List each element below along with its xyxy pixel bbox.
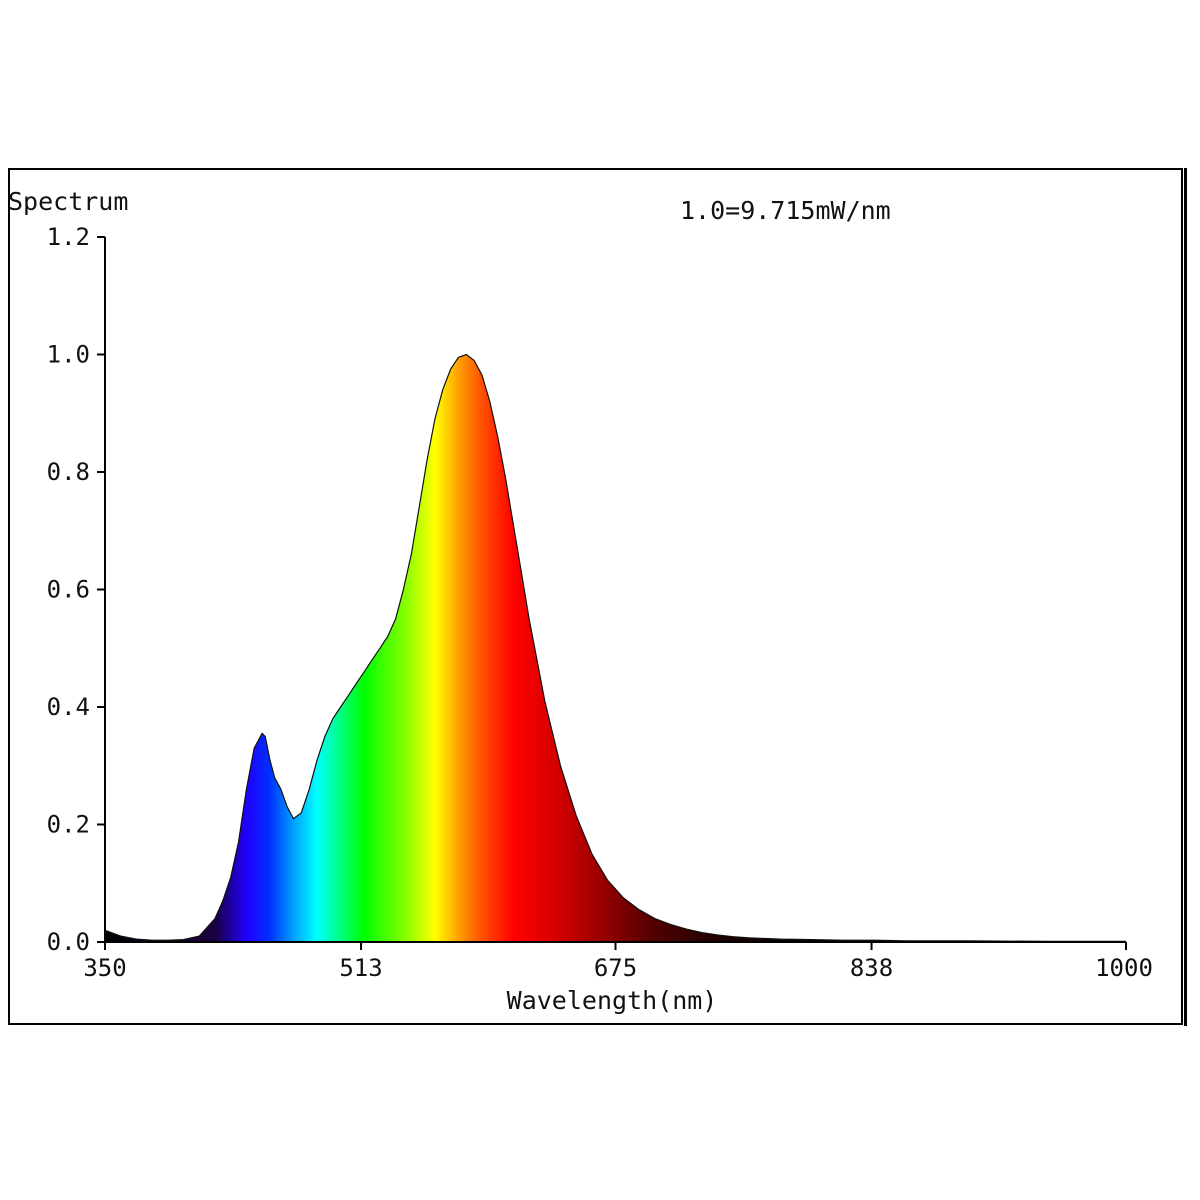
x-tick-label: 1000 xyxy=(1095,954,1153,982)
spectrum-outline xyxy=(104,353,1126,942)
y-tick-label: 0.8 xyxy=(47,458,90,486)
y-tick-label: 1.2 xyxy=(47,223,90,251)
right-border-rule xyxy=(1184,168,1187,1026)
x-tick-label: 513 xyxy=(339,954,382,982)
x-tick-label: 675 xyxy=(594,954,637,982)
annotation-scale: 1.0=9.715mW/nm xyxy=(680,196,891,225)
x-axis-title: Wavelength(nm) xyxy=(507,986,718,1015)
y-tick-label: 0.6 xyxy=(47,576,90,604)
spectrum-area xyxy=(105,354,1126,942)
x-tick-label: 838 xyxy=(850,954,893,982)
y-tick-label: 0.4 xyxy=(47,693,90,721)
axes: 0.0 0.2 0.4 0.6 0.8 1.0 1.2 350 513 675 838 1000 xyxy=(47,223,1153,982)
y-tick-label: 0.2 xyxy=(47,811,90,839)
x-tick-label: 350 xyxy=(83,954,126,982)
y-tick-label: 1.0 xyxy=(47,341,90,369)
y-axis-title: Spectrum xyxy=(8,187,128,216)
y-tick-label: 0.0 xyxy=(47,928,90,956)
